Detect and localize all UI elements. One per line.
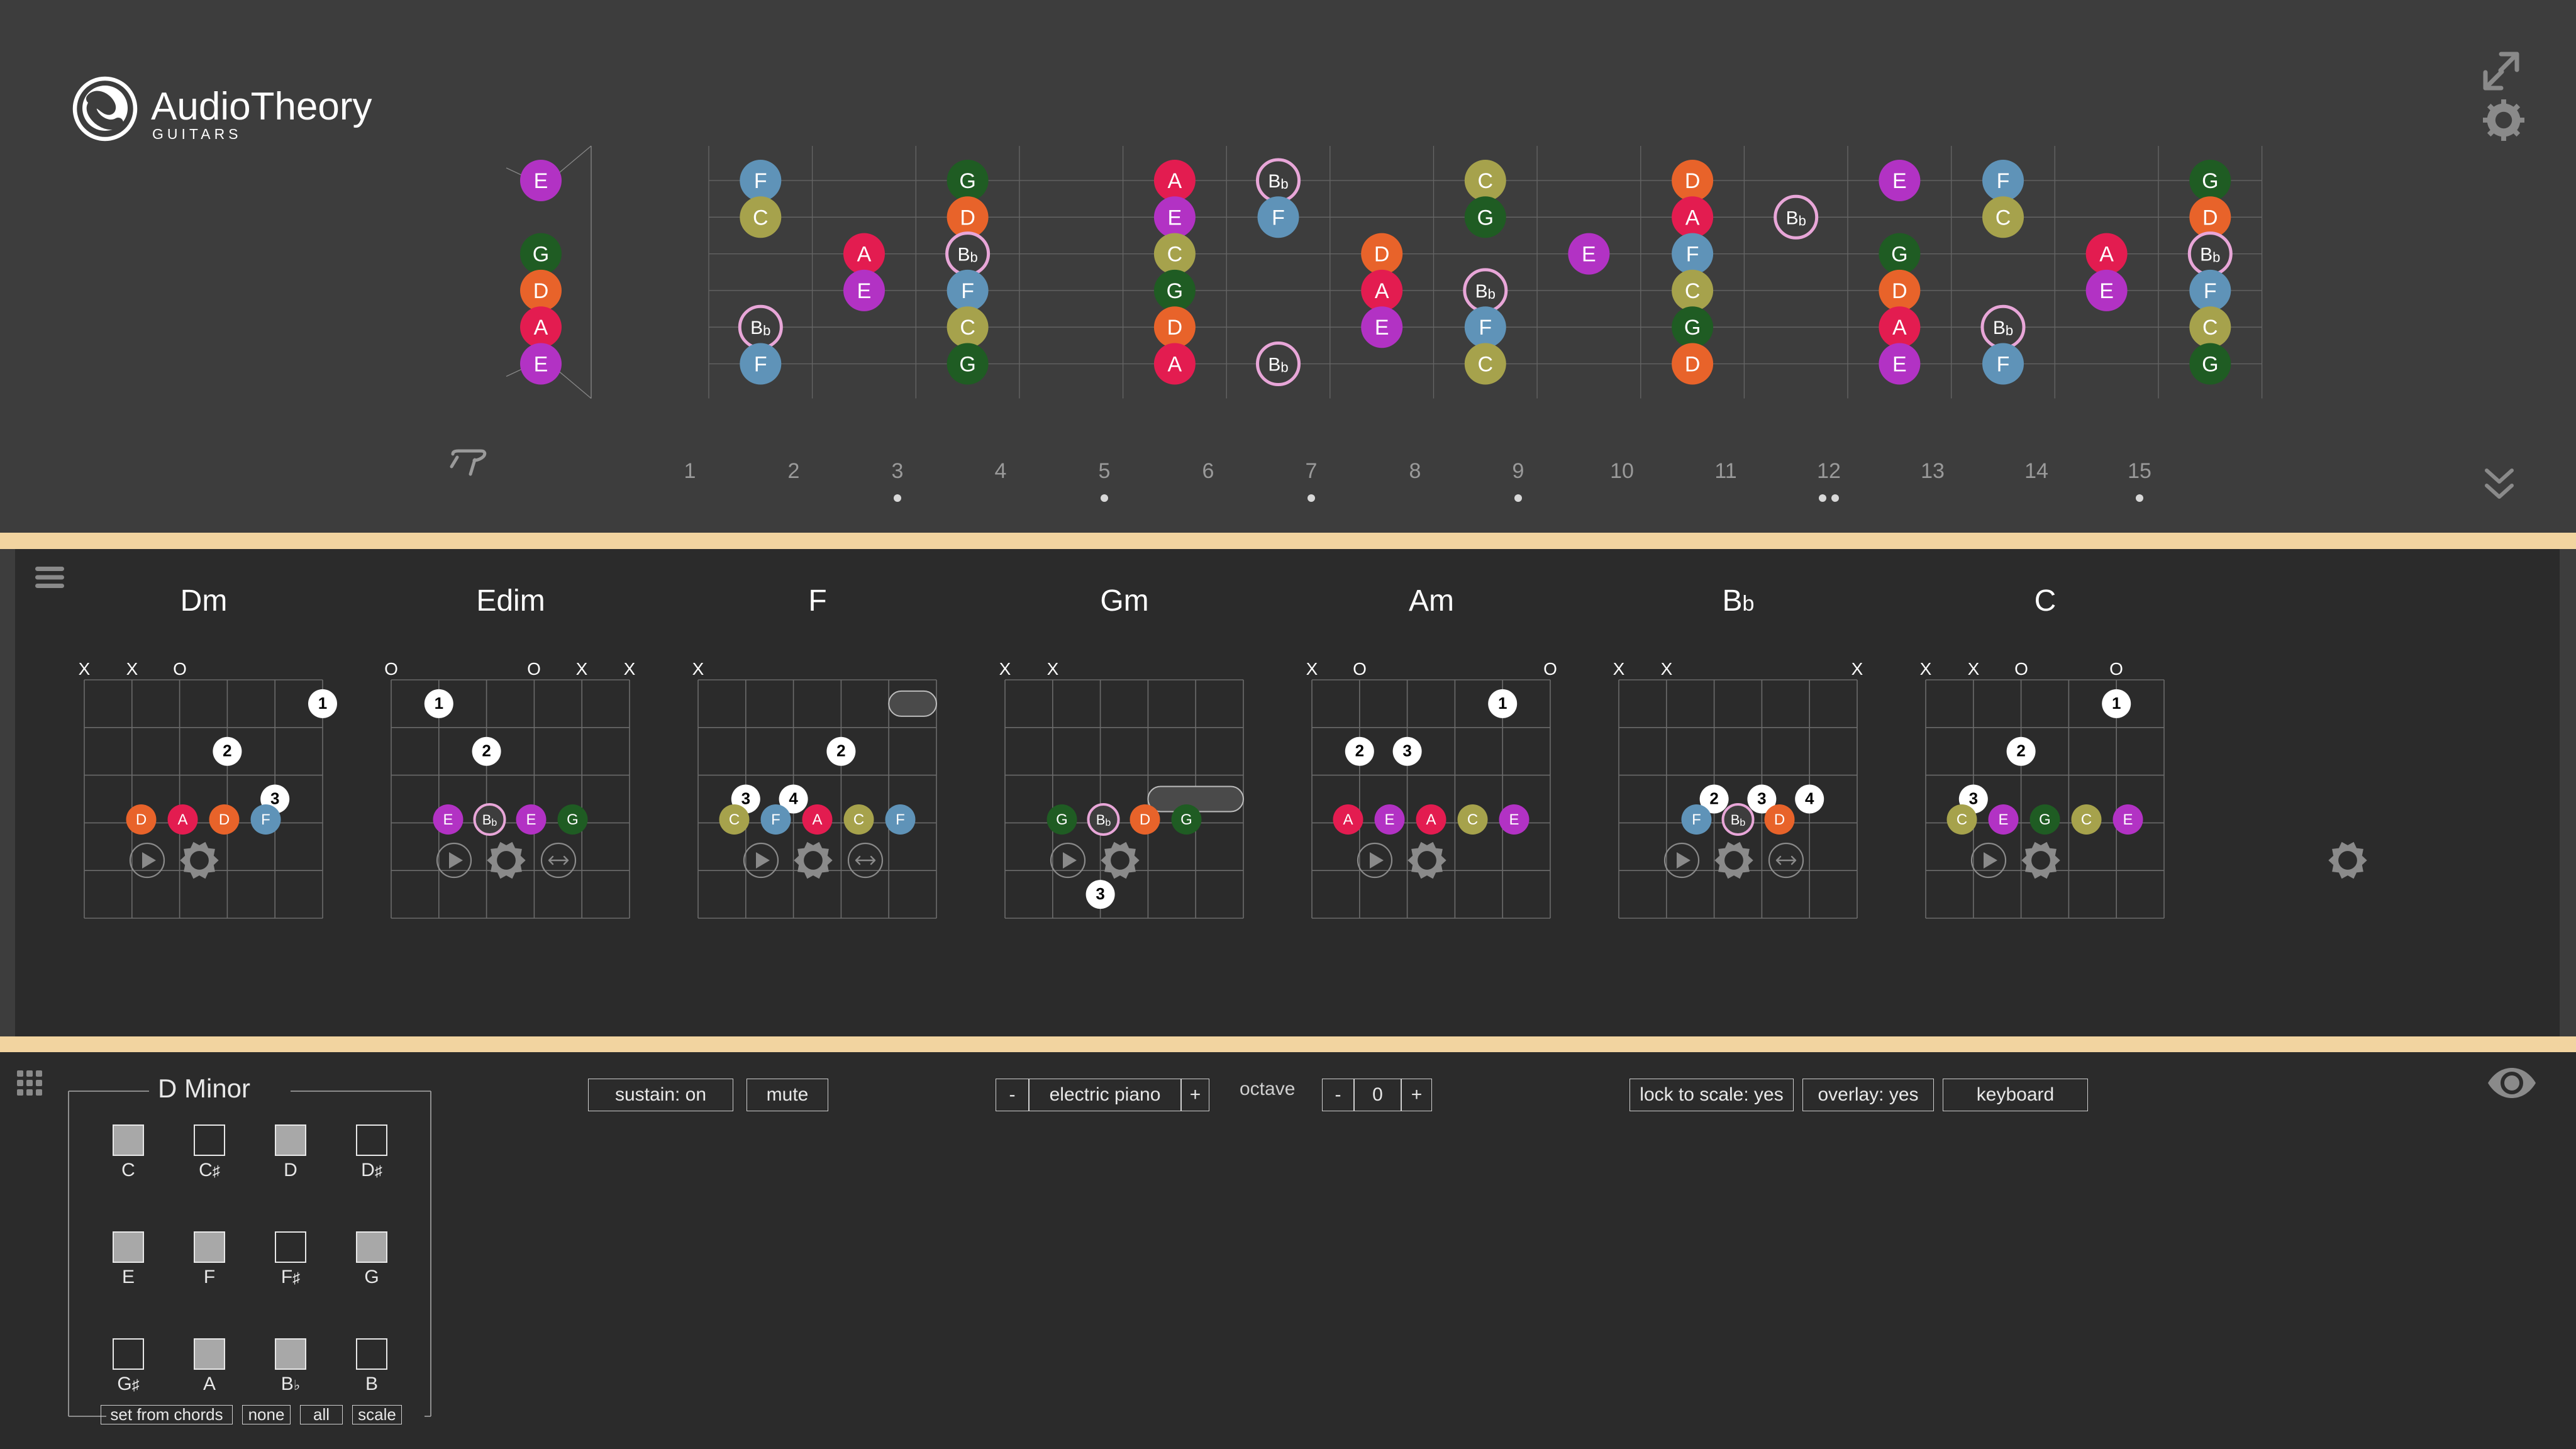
svg-text:A: A [1375, 279, 1389, 303]
svg-text:F: F [896, 811, 905, 828]
svg-text:A: A [1168, 353, 1182, 377]
svg-text:E: E [1892, 353, 1907, 377]
svg-text:E: E [1168, 206, 1182, 230]
svg-text:2: 2 [2016, 741, 2025, 760]
svg-text:E: E [526, 811, 536, 828]
svg-text:A: A [1168, 169, 1182, 193]
svg-text:C: C [853, 811, 864, 828]
svg-text:E: E [857, 279, 872, 303]
svg-text:A: A [2099, 243, 2114, 267]
svg-text:F: F [1686, 243, 1699, 267]
svg-text:G: G [959, 353, 975, 377]
svg-text:F: F [1692, 811, 1701, 828]
svg-text:3: 3 [1757, 789, 1766, 808]
svg-text:2: 2 [1709, 789, 1718, 808]
svg-text:F: F [754, 169, 767, 193]
svg-text:4: 4 [1805, 789, 1814, 808]
svg-text:E: E [1582, 243, 1596, 267]
svg-text:F: F [2204, 279, 2217, 303]
svg-text:C: C [1478, 169, 1494, 193]
svg-text:3: 3 [1096, 884, 1104, 903]
svg-text:D: D [1774, 811, 1785, 828]
svg-text:D: D [1685, 169, 1701, 193]
svg-text:F: F [1997, 169, 2010, 193]
svg-text:C: C [753, 206, 769, 230]
svg-text:G: G [2202, 353, 2218, 377]
svg-text:E: E [1509, 811, 1519, 828]
svg-text:G: G [2039, 811, 2051, 828]
svg-text:F: F [261, 811, 270, 828]
svg-text:E: E [1375, 316, 1389, 340]
svg-text:C: C [1957, 811, 1967, 828]
svg-text:G: G [567, 811, 579, 828]
svg-text:F: F [961, 279, 974, 303]
svg-text:D: D [1685, 353, 1701, 377]
svg-text:3: 3 [741, 789, 750, 808]
svg-text:A: A [812, 811, 822, 828]
svg-text:E: E [2123, 811, 2133, 828]
svg-text:G: G [2202, 169, 2218, 193]
svg-text:D: D [2202, 206, 2218, 230]
svg-text:G: G [1056, 811, 1068, 828]
svg-text:C: C [729, 811, 740, 828]
svg-text:D: D [960, 206, 975, 230]
svg-text:C: C [2081, 811, 2092, 828]
svg-text:2: 2 [1355, 741, 1364, 760]
svg-text:G: G [1180, 811, 1192, 828]
svg-text:C: C [1685, 279, 1701, 303]
svg-text:E: E [1384, 811, 1394, 828]
svg-text:E: E [534, 169, 548, 193]
svg-text:C: C [2202, 316, 2218, 340]
svg-text:D: D [533, 279, 549, 303]
svg-text:2: 2 [836, 741, 845, 760]
svg-text:F: F [1272, 206, 1285, 230]
svg-text:F: F [1997, 353, 2010, 377]
svg-text:G: G [959, 169, 975, 193]
svg-text:A: A [857, 243, 872, 267]
svg-text:C: C [1478, 353, 1494, 377]
svg-text:1: 1 [435, 694, 443, 713]
svg-text:1: 1 [1498, 694, 1507, 713]
svg-text:D: D [136, 811, 147, 828]
svg-text:A: A [177, 811, 187, 828]
svg-text:A: A [1892, 316, 1907, 340]
svg-text:2: 2 [482, 741, 491, 760]
svg-text:C: C [1996, 206, 2011, 230]
svg-text:F: F [771, 811, 780, 828]
svg-text:D: D [1892, 279, 1907, 303]
svg-text:C: C [960, 316, 975, 340]
svg-text:E: E [2099, 279, 2114, 303]
svg-text:D: D [1167, 316, 1183, 340]
svg-text:G: G [1891, 243, 1907, 267]
svg-text:G: G [1167, 279, 1183, 303]
svg-text:1: 1 [318, 694, 327, 713]
svg-text:3: 3 [1969, 789, 1978, 808]
svg-text:G: G [533, 243, 549, 267]
svg-text:A: A [1426, 811, 1436, 828]
svg-text:2: 2 [223, 741, 231, 760]
svg-text:A: A [1685, 206, 1700, 230]
svg-text:4: 4 [789, 789, 798, 808]
svg-text:3: 3 [1402, 741, 1411, 760]
svg-text:F: F [1479, 316, 1492, 340]
svg-text:E: E [1892, 169, 1907, 193]
svg-text:C: C [1167, 243, 1183, 267]
svg-text:A: A [1343, 811, 1353, 828]
svg-text:G: G [1684, 316, 1701, 340]
svg-text:D: D [1140, 811, 1150, 828]
svg-text:D: D [1374, 243, 1390, 267]
svg-text:A: A [534, 316, 548, 340]
svg-text:3: 3 [270, 789, 279, 808]
svg-text:E: E [443, 811, 453, 828]
svg-text:D: D [219, 811, 230, 828]
svg-text:1: 1 [2112, 694, 2121, 713]
svg-text:E: E [534, 353, 548, 377]
svg-text:C: C [1467, 811, 1478, 828]
svg-text:F: F [754, 353, 767, 377]
svg-text:G: G [1477, 206, 1494, 230]
svg-text:E: E [1998, 811, 2008, 828]
